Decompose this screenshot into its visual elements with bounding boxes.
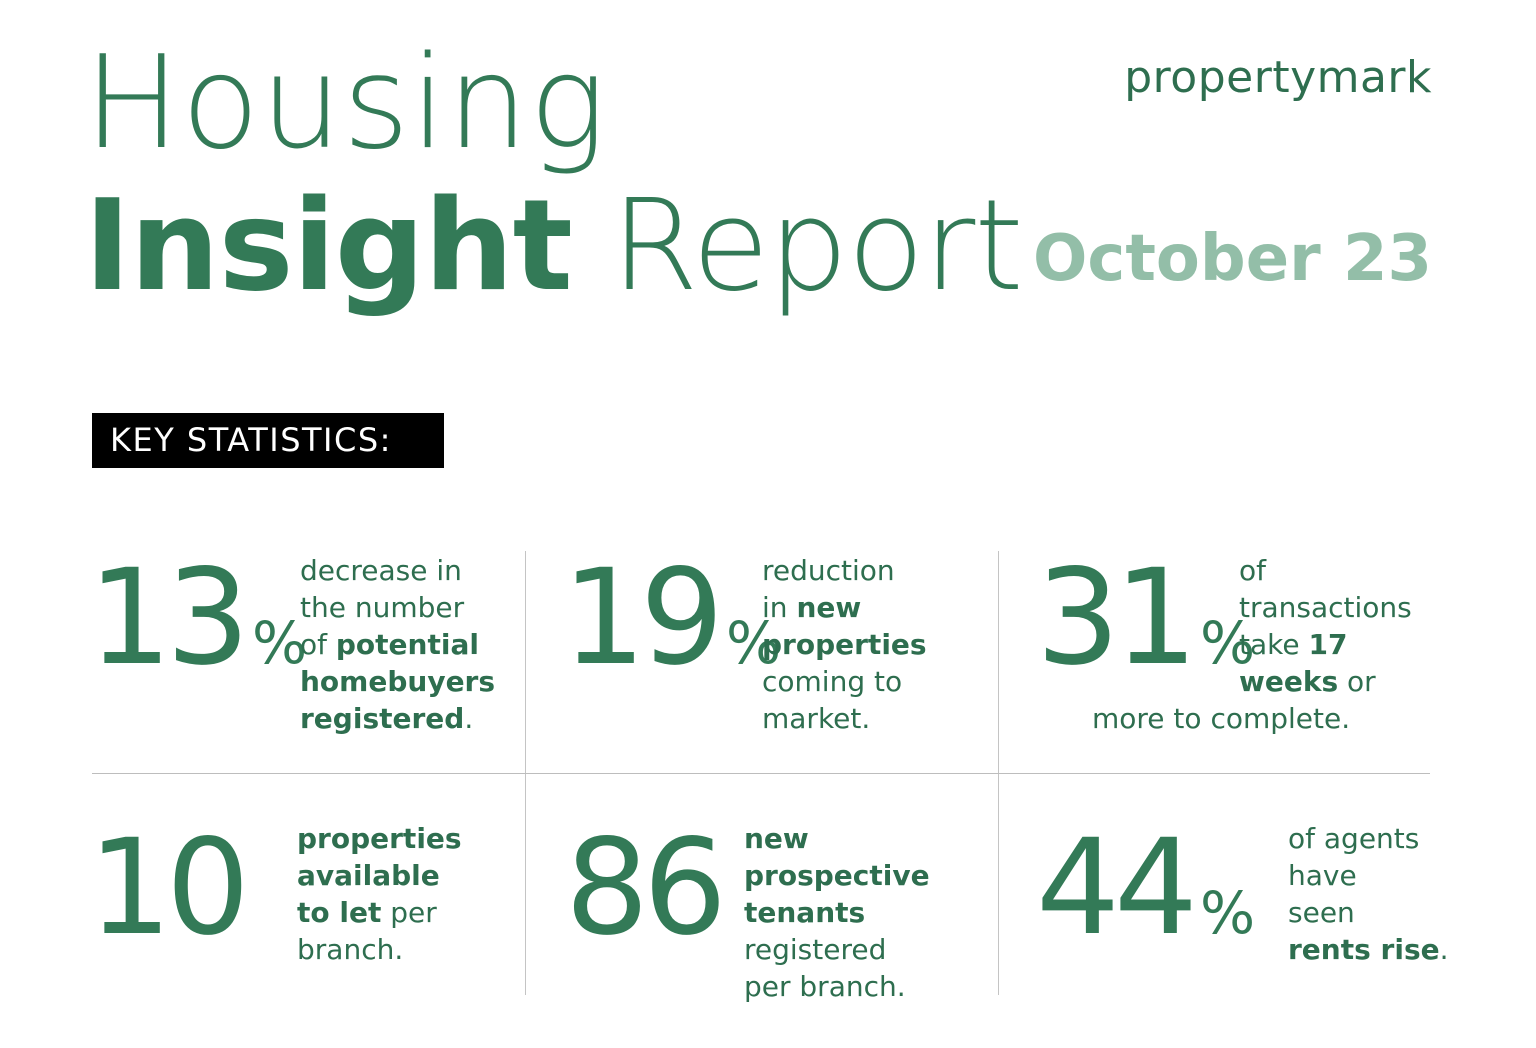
stat-13-value: 13%	[88, 541, 308, 695]
propertymark-logo: propertymark	[1124, 52, 1432, 103]
title-housing: Housing	[84, 29, 607, 178]
stat-86-description: new prospective tenants registered per b…	[744, 822, 930, 1003]
stat-10-value: 10	[88, 811, 250, 965]
stat-31-description-tail: more to complete.	[1092, 702, 1351, 735]
report-date: October 23	[1032, 222, 1432, 296]
stat-44-value: 44%	[1036, 811, 1256, 965]
title-insight-report: Insight Report	[84, 176, 1024, 316]
stat-44-description: of agents have seen rents rise.	[1288, 822, 1449, 966]
stat-19-description: reduction in new properties coming to ma…	[762, 554, 927, 735]
stat-10-description: properties available to let per branch.	[297, 822, 462, 966]
title-report: Report	[610, 172, 1024, 319]
divider-horizontal	[92, 773, 1430, 774]
key-statistics-badge: KEY STATISTICS:	[92, 413, 444, 468]
stat-31-description: of transactions take 17 weeks or	[1239, 554, 1412, 698]
title-insight: Insight	[84, 172, 573, 319]
stat-13-description: decrease in the number of potential home…	[300, 554, 496, 735]
stat-86-value: 86	[565, 811, 727, 965]
stat-31-value: 31%	[1036, 541, 1256, 695]
stat-19-value: 19%	[562, 541, 782, 695]
